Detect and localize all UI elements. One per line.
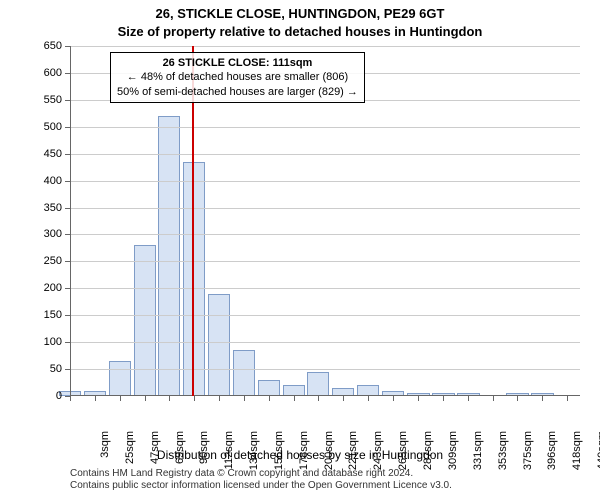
xtick-mark — [120, 396, 121, 401]
xtick-mark — [318, 396, 319, 401]
xtick-mark — [567, 396, 568, 401]
gridline — [70, 234, 580, 235]
histogram-bar — [158, 116, 180, 396]
xtick-mark — [517, 396, 518, 401]
xtick-mark — [418, 396, 419, 401]
xtick-mark — [70, 396, 71, 401]
gridline — [70, 127, 580, 128]
x-axis-label: Distribution of detached houses by size … — [0, 448, 600, 462]
annotation-box: 26 STICKLE CLOSE: 111sqm ← 48% of detach… — [110, 52, 365, 103]
ytick-mark — [65, 315, 70, 316]
xtick-mark — [343, 396, 344, 401]
ytick-mark — [65, 208, 70, 209]
ytick-label: 450 — [30, 148, 62, 160]
histogram-bar — [183, 162, 205, 396]
xtick-mark — [145, 396, 146, 401]
gridline — [70, 315, 580, 316]
gridline — [70, 369, 580, 370]
histogram-bar — [208, 294, 230, 396]
ytick-label: 50 — [30, 363, 62, 375]
ytick-label: 300 — [30, 228, 62, 240]
credits-line1: Contains HM Land Registry data © Crown c… — [70, 468, 452, 480]
xtick-mark — [194, 396, 195, 401]
annotation-line3: 50% of semi-detached houses are larger (… — [117, 85, 358, 99]
xtick-mark — [244, 396, 245, 401]
gridline — [70, 154, 580, 155]
gridline — [70, 181, 580, 182]
xtick-mark — [368, 396, 369, 401]
ytick-mark — [65, 181, 70, 182]
gridline — [70, 261, 580, 262]
ytick-mark — [65, 369, 70, 370]
ytick-label: 600 — [30, 67, 62, 79]
xtick-mark — [269, 396, 270, 401]
ytick-label: 650 — [30, 40, 62, 52]
ytick-mark — [65, 46, 70, 47]
chart-title-line1: 26, STICKLE CLOSE, HUNTINGDON, PE29 6GT — [0, 6, 600, 21]
plot-area: 26 STICKLE CLOSE: 111sqm ← 48% of detach… — [70, 46, 580, 396]
ytick-mark — [65, 234, 70, 235]
xtick-mark — [169, 396, 170, 401]
ytick-mark — [65, 154, 70, 155]
y-axis-line — [70, 46, 71, 396]
gridline — [70, 208, 580, 209]
ytick-mark — [65, 100, 70, 101]
ytick-label: 150 — [30, 309, 62, 321]
histogram-bar — [233, 350, 255, 396]
histogram-bar — [134, 245, 156, 396]
credits-line2: Contains public sector information licen… — [70, 480, 452, 492]
ytick-mark — [65, 342, 70, 343]
ytick-mark — [65, 127, 70, 128]
ytick-label: 100 — [30, 336, 62, 348]
chart-title-line2: Size of property relative to detached ho… — [0, 24, 600, 39]
histogram-bar — [258, 380, 280, 396]
annotation-line1: 26 STICKLE CLOSE: 111sqm — [163, 57, 313, 69]
histogram-bar — [109, 361, 131, 396]
ytick-label: 250 — [30, 255, 62, 267]
xtick-mark — [493, 396, 494, 401]
annotation-line2: ← 48% of detached houses are smaller (80… — [117, 70, 358, 84]
xtick-mark — [95, 396, 96, 401]
x-axis-line — [70, 395, 580, 396]
ytick-label: 500 — [30, 121, 62, 133]
ytick-label: 200 — [30, 282, 62, 294]
xtick-mark — [393, 396, 394, 401]
ytick-mark — [65, 261, 70, 262]
gridline — [70, 46, 580, 47]
xtick-mark — [219, 396, 220, 401]
xtick-mark — [443, 396, 444, 401]
histogram-bar — [307, 372, 329, 396]
ytick-label: 550 — [30, 94, 62, 106]
credits-text: Contains HM Land Registry data © Crown c… — [70, 468, 452, 492]
gridline — [70, 342, 580, 343]
xtick-mark — [468, 396, 469, 401]
ytick-mark — [65, 73, 70, 74]
ytick-label: 0 — [30, 390, 62, 402]
gridline — [70, 288, 580, 289]
xtick-mark — [294, 396, 295, 401]
ytick-label: 350 — [30, 202, 62, 214]
ytick-label: 400 — [30, 175, 62, 187]
ytick-mark — [65, 288, 70, 289]
xtick-mark — [542, 396, 543, 401]
